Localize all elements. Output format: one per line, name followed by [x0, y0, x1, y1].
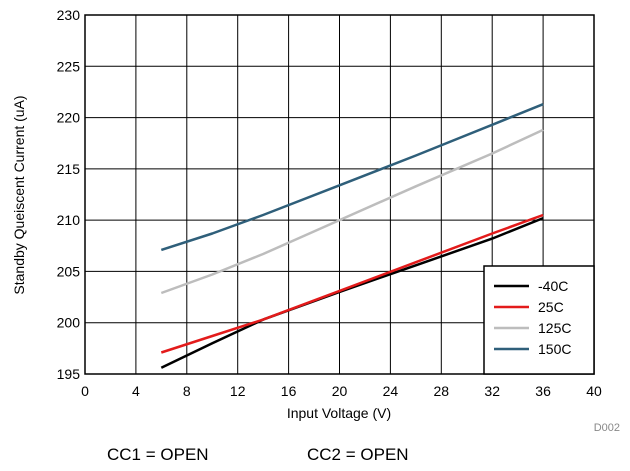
legend-label: 125C	[538, 320, 571, 336]
footnote-cc2: CC2 = OPEN	[307, 445, 409, 464]
y-tick-label: 210	[57, 212, 81, 228]
x-tick-label: 24	[383, 383, 399, 399]
x-tick-label: 20	[332, 383, 348, 399]
legend: -40C 25C 125C 150C	[483, 265, 595, 375]
y-tick-labels: 195 200 205 210 215 220 225 230	[57, 7, 81, 382]
y-tick-label: 195	[57, 366, 81, 382]
figure-id: D002	[594, 422, 620, 434]
x-tick-labels: 0 4 8 12 16 20 24 28 32 36 40	[81, 383, 602, 399]
legend-box	[483, 265, 595, 375]
x-tick-label: 36	[535, 383, 551, 399]
x-tick-label: 4	[132, 383, 140, 399]
y-axis-title: Standby Queiscent Current (uA)	[11, 95, 27, 294]
x-tick-label: 28	[434, 383, 450, 399]
y-tick-label: 230	[57, 7, 81, 23]
series-lines	[160, 103, 544, 369]
series-line-150C	[160, 103, 544, 252]
series-line-125C	[160, 128, 544, 295]
x-tick-label: 32	[484, 383, 500, 399]
y-tick-label: 220	[57, 110, 81, 126]
y-tick-label: 205	[57, 263, 81, 279]
legend-label: 150C	[538, 341, 571, 357]
plot-frame	[84, 14, 595, 375]
series-line-25C	[160, 213, 544, 354]
x-tick-label: 40	[586, 383, 602, 399]
x-tick-label: 12	[230, 383, 246, 399]
x-tick-label: 8	[183, 383, 191, 399]
x-axis-title: Input Voltage (V)	[287, 405, 391, 421]
x-tick-label: 0	[81, 383, 89, 399]
y-tick-label: 225	[57, 58, 81, 74]
footnote-cc1: CC1 = OPEN	[107, 445, 209, 464]
legend-label: -40C	[538, 278, 568, 294]
legend-label: 25C	[538, 299, 564, 315]
x-tick-label: 16	[281, 383, 297, 399]
y-tick-label: 200	[57, 315, 81, 331]
y-tick-label: 215	[57, 161, 81, 177]
